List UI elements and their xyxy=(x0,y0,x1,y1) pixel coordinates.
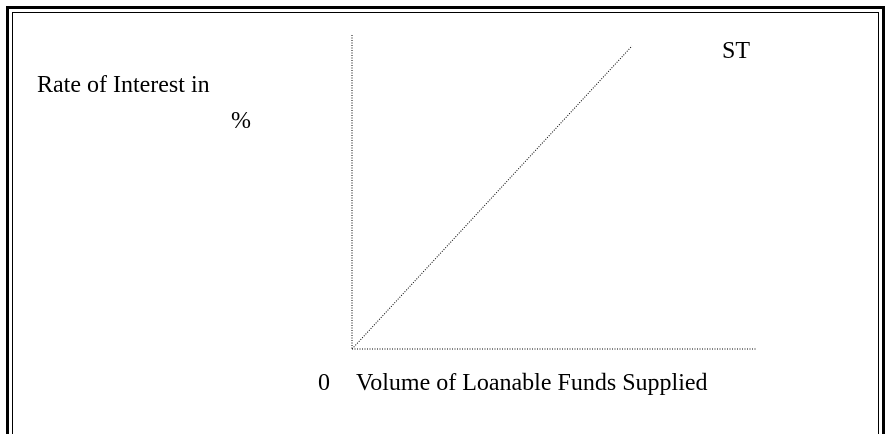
supply-curve xyxy=(351,45,633,350)
origin-label: 0 xyxy=(318,370,330,396)
x-axis-label: Volume of Loanable Funds Supplied xyxy=(356,370,708,396)
y-axis-label: Rate of Interest in xyxy=(37,72,210,98)
frame-inner xyxy=(12,12,879,434)
frame-outer xyxy=(6,6,885,434)
curve-label: ST xyxy=(722,38,750,64)
y-axis-label-unit: % xyxy=(231,108,251,134)
